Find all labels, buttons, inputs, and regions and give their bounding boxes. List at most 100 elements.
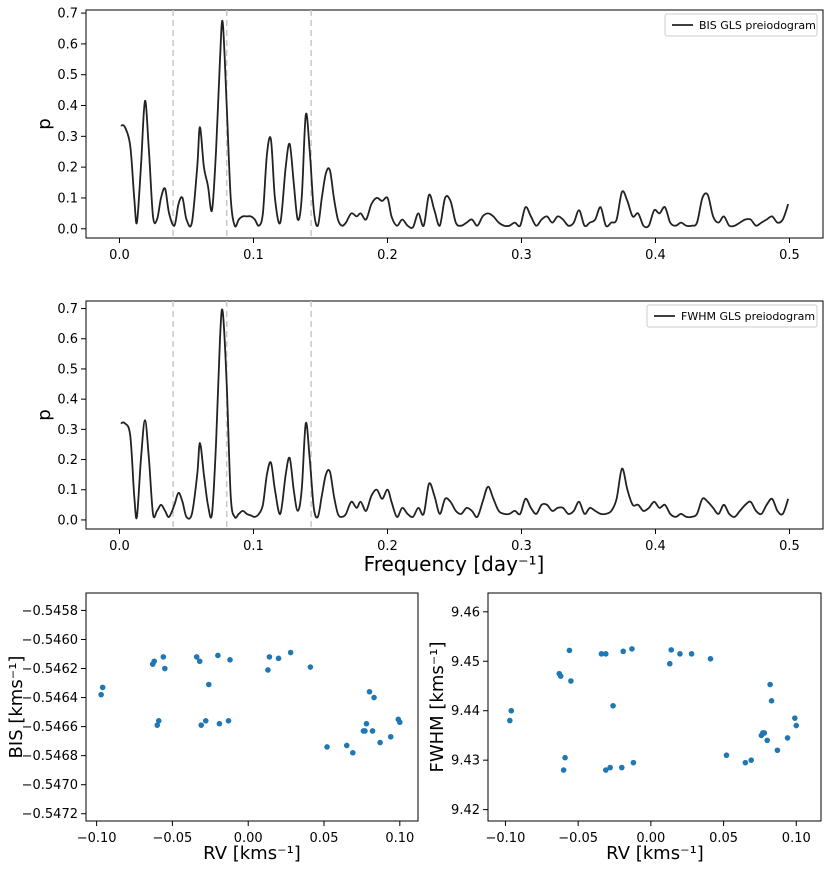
data-point (761, 730, 768, 736)
y-tick-label: 0.1 (57, 191, 78, 206)
x-tick-label: −0.05 (152, 831, 192, 846)
data-point (227, 657, 233, 663)
bis-periodogram-panel: 0.0 0.1 0.2 0.3 0.4 0.5 0.0 0.1 0.2 0.3 0.4 0.5 0.6… (34, 7, 824, 263)
data-point (215, 652, 221, 659)
data-point (343, 742, 350, 749)
y-tick-label: −0.5470 (22, 778, 78, 793)
fwhm-vs-rv-yticks: 9.42 9.43 9.44 9.45 9.46 (451, 605, 488, 818)
data-point (793, 722, 800, 729)
y-tick-label: 9.44 (451, 704, 480, 719)
x-tick-label: −0.10 (77, 831, 117, 846)
data-point (688, 651, 695, 657)
x-tick-label: 0.1 (243, 248, 264, 263)
fwhm-vs-rv-ylabel: FWHM [kms⁻¹] (427, 641, 448, 772)
x-tick-label: 0.05 (709, 831, 738, 846)
x-tick-label: 0.4 (645, 248, 666, 263)
data-point (162, 665, 168, 672)
y-tick-label: −0.5460 (22, 633, 78, 648)
data-point (723, 752, 730, 759)
data-point (557, 673, 564, 679)
fwhm-vs-rv-xticks: −0.10 −0.05 0.00 0.05 0.10 (486, 821, 811, 846)
fwhm-vs-rv-xlabel: RV [kms⁻¹] (606, 843, 704, 864)
x-tick-label: 0.4 (645, 539, 666, 554)
y-tick-label: 0.1 (57, 483, 78, 498)
fwhm-periodogram-xticks: 0.0 0.1 0.2 0.3 0.4 0.5 (109, 529, 800, 554)
data-point (275, 655, 282, 662)
bis-periodogram-xticks: 0.0 0.1 0.2 0.3 0.4 0.5 (109, 238, 800, 263)
data-point (287, 649, 294, 656)
x-tick-label: 0.00 (636, 831, 665, 846)
y-tick-label: 9.43 (451, 754, 480, 769)
bis-vs-rv-panel: −0.10 −0.05 0.00 0.05 0.10 −0.5458−0.5460−0.… (6, 592, 419, 864)
y-tick-label: −0.5466 (22, 720, 78, 735)
bis-periodogram-yticks: 0.0 0.1 0.2 0.3 0.4 0.5 0.6 0.7 (57, 7, 86, 237)
y-tick-label: 9.45 (451, 655, 480, 670)
data-point (202, 717, 209, 724)
data-point (768, 698, 775, 704)
fwhm-periodogram-vlines (172, 301, 312, 529)
bis-vs-rv-frame (85, 592, 419, 822)
legend-label: BIS GLS preiodogram (699, 19, 816, 32)
bis-periodogram-ylabel: p (34, 118, 55, 129)
y-tick-label: −0.5458 (22, 604, 78, 619)
data-point (98, 691, 104, 698)
fwhm-vs-rv-points (507, 646, 800, 773)
y-tick-label: 0.4 (57, 393, 78, 408)
y-tick-label: 0.3 (57, 130, 78, 145)
data-point (508, 707, 515, 714)
data-point (566, 647, 573, 654)
data-point (196, 658, 203, 665)
data-point (507, 717, 513, 724)
x-tick-label: 0.0 (109, 248, 130, 263)
data-point (764, 737, 770, 744)
y-tick-label: 0.7 (57, 302, 78, 317)
x-tick-label: 0.10 (385, 831, 414, 846)
data-point (568, 678, 574, 684)
data-point (371, 694, 377, 701)
data-point (216, 720, 223, 727)
fwhm-periodogram-frame (85, 300, 824, 530)
bis-periodogram-line (120, 19, 790, 229)
y-tick-label: 0.6 (57, 332, 78, 347)
fwhm-periodogram-panel: 0.0 0.1 0.2 0.3 0.4 0.5 0.0 0.1 0.2 0.3 0.4 0.5 0.6… (34, 300, 824, 576)
data-point (666, 660, 673, 667)
data-point (560, 767, 567, 773)
y-tick-label: 0.7 (57, 7, 78, 22)
fwhm-periodogram-xlabel: Frequency [day⁻¹] (364, 552, 545, 576)
data-point (707, 655, 714, 662)
legend-label: FWHM GLS preiodogram (681, 310, 815, 323)
y-tick-label: 0.3 (57, 423, 78, 438)
data-point (205, 681, 212, 688)
legend-box (646, 304, 818, 328)
y-tick-label: 0.2 (57, 161, 78, 176)
x-tick-label: 0.10 (782, 831, 811, 846)
fwhm-periodogram-legend: FWHM GLS preiodogram (646, 304, 818, 328)
legend-box (664, 13, 818, 37)
data-point (792, 715, 798, 721)
data-point (266, 654, 273, 660)
fwhm-vs-rv-frame (487, 592, 822, 822)
data-point (748, 757, 755, 763)
data-point (160, 654, 167, 660)
data-point (366, 688, 373, 695)
data-point (151, 658, 158, 665)
data-point (774, 747, 781, 754)
y-tick-label: −0.5462 (22, 662, 78, 677)
data-point (265, 667, 271, 673)
data-point (155, 717, 162, 724)
x-tick-label: 0.2 (377, 248, 398, 263)
x-tick-label: 0.00 (234, 831, 263, 846)
x-tick-label: 0.2 (377, 539, 398, 554)
data-point (198, 722, 205, 728)
data-point (630, 759, 637, 766)
data-point (562, 754, 568, 761)
data-point (363, 720, 370, 727)
data-point (397, 719, 403, 726)
y-tick-label: 0.5 (57, 68, 78, 83)
y-tick-label: −0.5464 (22, 691, 78, 706)
data-point (350, 749, 356, 756)
y-tick-label: 9.46 (451, 605, 480, 620)
x-tick-label: −0.10 (486, 831, 526, 846)
y-tick-label: 0.0 (57, 513, 78, 528)
